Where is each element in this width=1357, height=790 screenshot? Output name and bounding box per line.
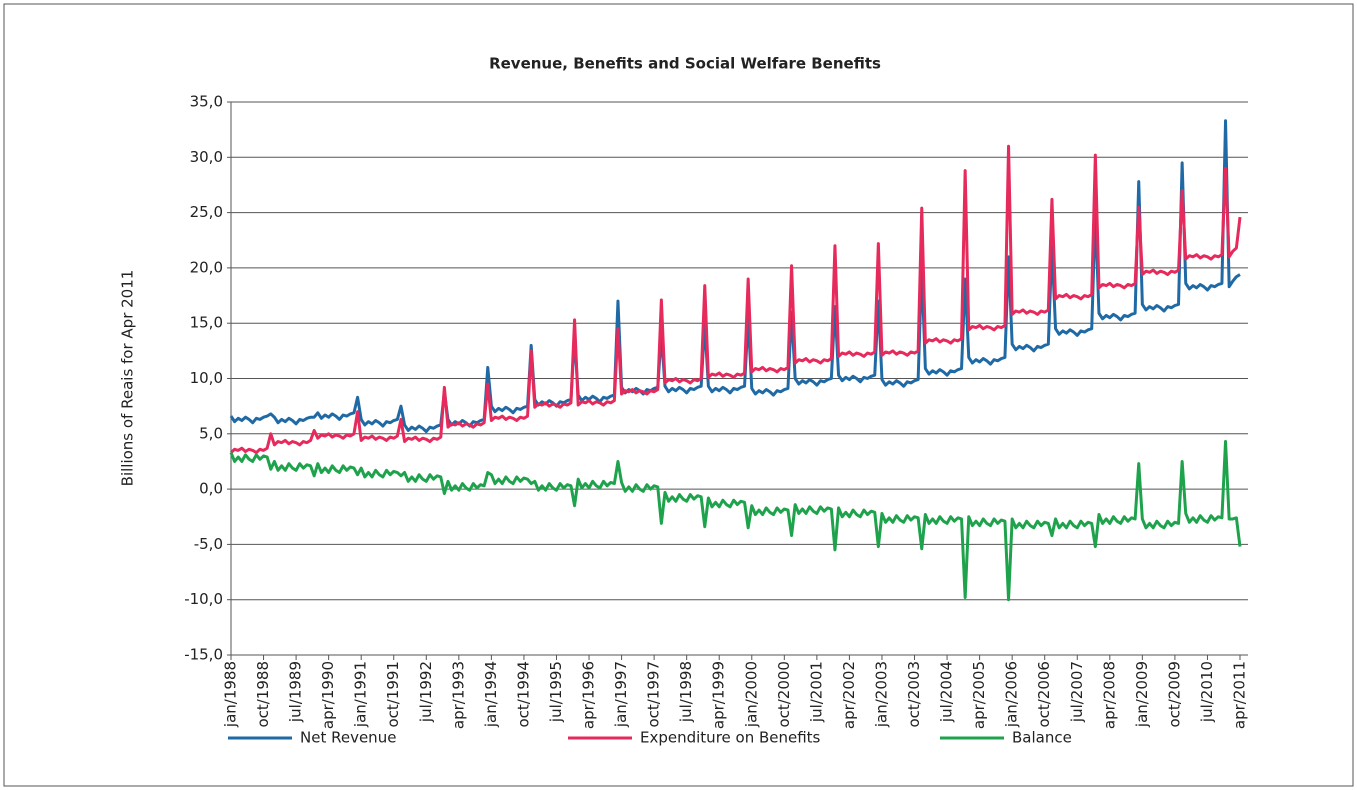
y-tick-label: 0,0 <box>199 480 223 498</box>
x-tick-label: oct/1997 <box>645 661 663 728</box>
series-line <box>229 440 1242 602</box>
x-tick-label: jul/2010 <box>1198 661 1216 723</box>
x-tick-label: oct/1991 <box>384 661 402 728</box>
x-tick-label: apr/1990 <box>319 661 337 729</box>
y-axis-label: Billions of Reais for Apr 2011 <box>119 270 137 487</box>
y-tick-label: -5,0 <box>194 535 223 553</box>
x-tick-label: oct/2003 <box>905 661 923 728</box>
y-tick-label: 10,0 <box>190 369 223 387</box>
x-tick-label: apr/2002 <box>840 661 858 729</box>
x-tick-label: jan/1991 <box>352 661 370 728</box>
x-tick-label: jan/1988 <box>222 661 240 728</box>
x-tick-label: jan/1997 <box>612 661 630 728</box>
chart-title: Revenue, Benefits and Social Welfare Ben… <box>489 55 881 73</box>
y-tick-label: -15,0 <box>184 646 223 664</box>
x-tick-label: apr/1999 <box>710 661 728 729</box>
x-tick-label: oct/2000 <box>775 661 793 728</box>
y-tick-label: 25,0 <box>190 203 223 221</box>
x-tick-label: jul/2004 <box>938 661 956 723</box>
x-tick-label: jul/1998 <box>677 661 695 723</box>
x-tick-label: apr/2011 <box>1231 661 1249 729</box>
x-tick-label: jan/2009 <box>1133 661 1151 728</box>
x-tick-label: apr/1996 <box>580 661 598 729</box>
chart-frame <box>3 3 1354 787</box>
y-tick-label: -10,0 <box>184 590 223 608</box>
series-line <box>229 119 1241 434</box>
y-tick-label: 35,0 <box>190 93 223 111</box>
x-tick-label: jul/1995 <box>547 661 565 723</box>
legend-label: Net Revenue <box>300 729 396 747</box>
x-tick-label: jul/2001 <box>807 661 825 723</box>
y-tick-label: 5,0 <box>199 424 223 442</box>
x-tick-label: oct/2009 <box>1165 661 1183 728</box>
y-tick-label: 30,0 <box>190 148 223 166</box>
legend-label: Balance <box>1012 729 1072 747</box>
x-tick-label: jan/2003 <box>872 661 890 728</box>
legend-label: Expenditure on Benefits <box>640 729 821 747</box>
x-tick-label: jan/2006 <box>1003 661 1021 728</box>
x-tick-label: oct/2006 <box>1035 661 1053 728</box>
x-tick-label: jul/2007 <box>1068 661 1086 723</box>
x-tick-label: jul/1989 <box>287 661 305 723</box>
x-tick-label: jan/1994 <box>482 661 500 728</box>
x-tick-label: apr/1993 <box>449 661 467 729</box>
x-tick-label: jan/2000 <box>742 661 760 728</box>
x-tick-label: oct/1988 <box>254 661 272 728</box>
y-tick-label: 20,0 <box>190 258 223 276</box>
x-tick-label: oct/1994 <box>514 661 532 728</box>
x-tick-label: jul/1992 <box>417 661 435 723</box>
y-tick-label: 15,0 <box>190 314 223 332</box>
x-tick-label: apr/2008 <box>1100 661 1118 729</box>
x-tick-label: apr/2005 <box>970 661 988 729</box>
series-line <box>229 144 1242 455</box>
